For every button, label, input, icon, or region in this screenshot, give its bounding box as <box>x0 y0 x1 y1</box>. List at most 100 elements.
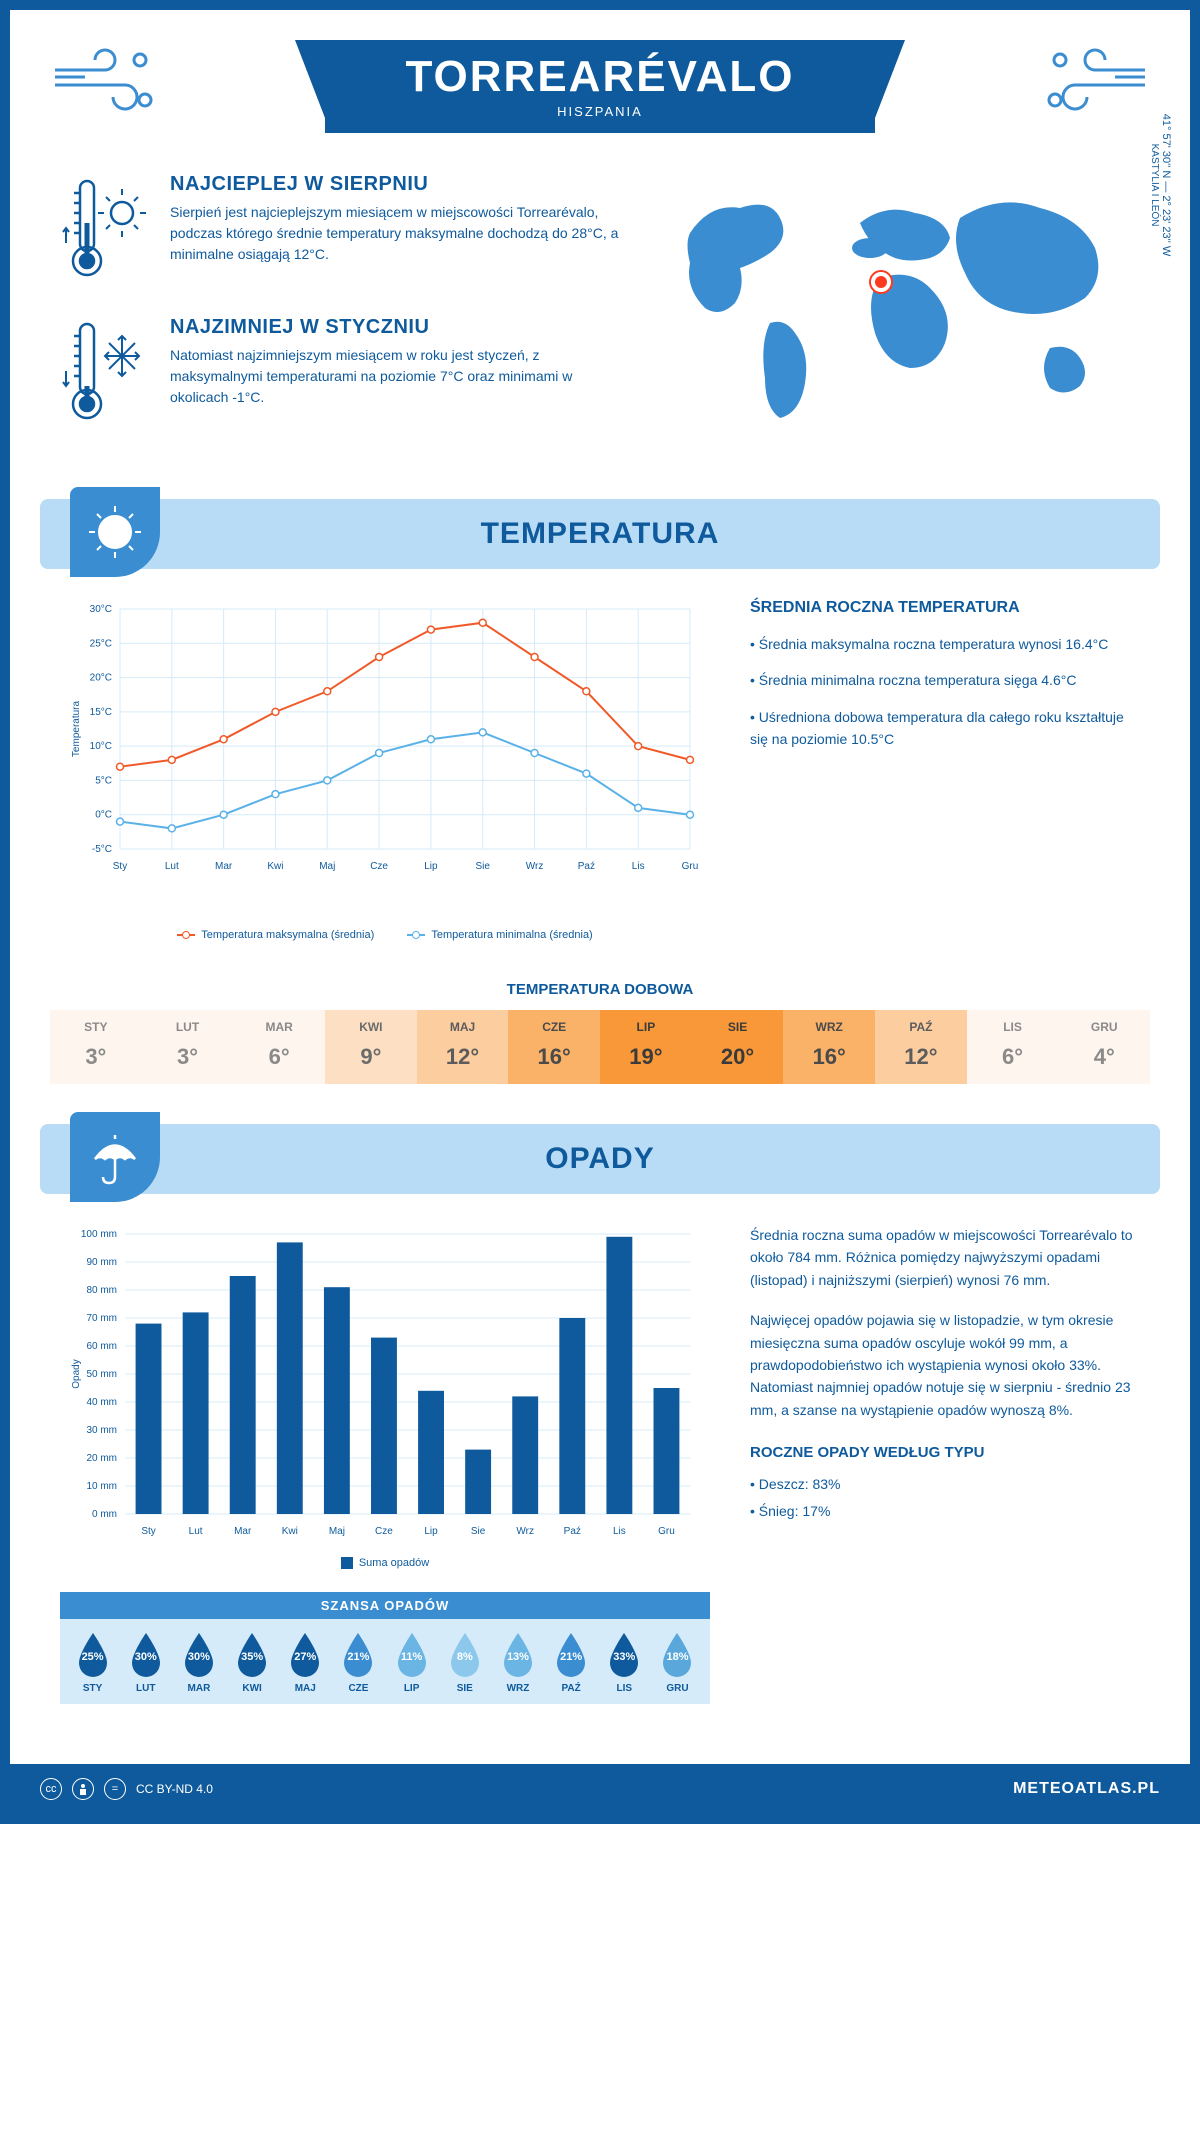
svg-text:Paź: Paź <box>564 1526 581 1537</box>
raindrop-icon: 11% <box>393 1631 431 1679</box>
raindrop-icon: 25% <box>74 1631 112 1679</box>
umbrella-icon <box>70 1112 160 1202</box>
facts-column: NAJCIEPLEJ W SIERPNIU Sierpień jest najc… <box>60 173 620 459</box>
temp-chart-legend: Temperatura maksymalna (średnia) Tempera… <box>60 927 710 941</box>
svg-text:50 mm: 50 mm <box>86 1369 117 1380</box>
chance-cell: 33% LIS <box>598 1631 651 1694</box>
svg-text:Kwi: Kwi <box>267 861 283 872</box>
svg-text:10 mm: 10 mm <box>86 1481 117 1492</box>
svg-text:25°C: 25°C <box>90 638 112 649</box>
site-name: METEOATLAS.PL <box>1013 1780 1160 1798</box>
temperature-section-banner: TEMPERATURA <box>40 499 1160 569</box>
raindrop-icon: 21% <box>552 1631 590 1679</box>
temp-info-bullet: • Uśredniona dobowa temperatura dla całe… <box>750 706 1140 751</box>
raindrop-icon: 30% <box>127 1631 165 1679</box>
raindrop-icon: 8% <box>446 1631 484 1679</box>
raindrop-icon: 33% <box>605 1631 643 1679</box>
svg-text:Lis: Lis <box>613 1526 626 1537</box>
chance-cell: 21% PAŹ <box>545 1631 598 1694</box>
raindrop-icon: 21% <box>339 1631 377 1679</box>
svg-text:Mar: Mar <box>234 1526 252 1537</box>
chance-cell: 13% WRZ <box>491 1631 544 1694</box>
svg-text:60 mm: 60 mm <box>86 1341 117 1352</box>
hot-fact-title: NAJCIEPLEJ W SIERPNIU <box>170 173 620 196</box>
coordinates: 41° 57' 30'' N — 2° 23' 23'' W KASTYLIA … <box>1149 114 1172 256</box>
svg-text:-5°C: -5°C <box>92 844 112 855</box>
chance-cell: 35% KWI <box>226 1631 279 1694</box>
chance-cell: 11% LIP <box>385 1631 438 1694</box>
chance-cell: 30% LUT <box>119 1631 172 1694</box>
hot-fact: NAJCIEPLEJ W SIERPNIU Sierpień jest najc… <box>60 173 620 288</box>
svg-text:Mar: Mar <box>215 861 233 872</box>
precip-chart-legend: Suma opadów <box>60 1557 710 1572</box>
raindrop-icon: 27% <box>286 1631 324 1679</box>
thermometer-hot-icon <box>60 173 150 288</box>
daily-temp-cell: LIS6° <box>967 1010 1059 1084</box>
precipitation-section-banner: OPADY <box>40 1124 1160 1194</box>
precipitation-chart: 0 mm10 mm20 mm30 mm40 mm50 mm60 mm70 mm8… <box>60 1224 710 1704</box>
chance-cell: 8% SIE <box>438 1631 491 1694</box>
chance-of-precip: SZANSA OPADÓW 25% STY 30% LUT 30% MAR 35… <box>60 1592 710 1704</box>
legend-max-label: Temperatura maksymalna (średnia) <box>201 929 374 941</box>
svg-text:Lut: Lut <box>165 861 179 872</box>
precip-type-item: • Śnieg: 17% <box>750 1500 1140 1522</box>
svg-text:Sie: Sie <box>476 861 491 872</box>
cold-fact-title: NAJZIMNIEJ W STYCZNIU <box>170 316 620 339</box>
svg-text:20 mm: 20 mm <box>86 1453 117 1464</box>
svg-text:0°C: 0°C <box>95 810 112 821</box>
precip-p2: Najwięcej opadów pojawia się w listopadz… <box>750 1309 1140 1421</box>
svg-text:Gru: Gru <box>682 861 699 872</box>
country-name: HISZPANIA <box>405 104 794 119</box>
svg-text:Cze: Cze <box>375 1526 393 1537</box>
svg-text:Sty: Sty <box>141 1526 155 1537</box>
svg-text:Lip: Lip <box>424 861 438 872</box>
wind-icon <box>1040 45 1150 129</box>
temp-info-bullet: • Średnia maksymalna roczna temperatura … <box>750 633 1140 655</box>
precip-types-title: ROCZNE OPADY WEDŁUG TYPU <box>750 1441 1140 1465</box>
chance-title: SZANSA OPADÓW <box>60 1592 710 1619</box>
precipitation-title: OPADY <box>40 1142 1160 1176</box>
world-map <box>660 173 1140 433</box>
hot-fact-text: Sierpień jest najcieplejszym miesiącem w… <box>170 202 620 265</box>
svg-text:Wrz: Wrz <box>526 861 544 872</box>
svg-text:30°C: 30°C <box>90 604 112 615</box>
svg-text:15°C: 15°C <box>90 707 112 718</box>
by-icon <box>72 1778 94 1800</box>
raindrop-icon: 30% <box>180 1631 218 1679</box>
svg-text:Maj: Maj <box>329 1526 345 1537</box>
temp-info-title: ŚREDNIA ROCZNA TEMPERATURA <box>750 599 1140 617</box>
daily-temp-cell: STY3° <box>50 1010 142 1084</box>
svg-text:Temperatura: Temperatura <box>71 700 82 757</box>
nd-icon: = <box>104 1778 126 1800</box>
svg-text:80 mm: 80 mm <box>86 1285 117 1296</box>
daily-temp-cell: WRZ16° <box>783 1010 875 1084</box>
region-text: KASTYLIA I LEÓN <box>1149 114 1160 256</box>
svg-text:Paź: Paź <box>578 861 595 872</box>
cold-fact: NAJZIMNIEJ W STYCZNIU Natomiast najzimni… <box>60 316 620 431</box>
header: TORREARÉVALO HISZPANIA <box>10 10 1190 153</box>
raindrop-icon: 13% <box>499 1631 537 1679</box>
chance-cell: 27% MAJ <box>279 1631 332 1694</box>
cold-fact-text: Natomiast najzimniejszym miesiącem w rok… <box>170 345 620 408</box>
svg-text:Wrz: Wrz <box>516 1526 534 1537</box>
raindrop-icon: 18% <box>658 1631 696 1679</box>
footer: cc = CC BY-ND 4.0 METEOATLAS.PL <box>10 1764 1190 1814</box>
legend-min-label: Temperatura minimalna (średnia) <box>431 929 592 941</box>
chance-cell: 25% STY <box>66 1631 119 1694</box>
svg-text:70 mm: 70 mm <box>86 1313 117 1324</box>
daily-temp-cell: SIE20° <box>692 1010 784 1084</box>
daily-temp-cell: KWI9° <box>325 1010 417 1084</box>
precipitation-info: Średnia roczna suma opadów w miejscowośc… <box>750 1224 1140 1704</box>
chance-cell: 21% CZE <box>332 1631 385 1694</box>
location-marker <box>871 272 891 292</box>
city-name: TORREARÉVALO <box>405 52 794 102</box>
chance-cell: 30% MAR <box>172 1631 225 1694</box>
svg-text:40 mm: 40 mm <box>86 1397 117 1408</box>
cc-icon: cc <box>40 1778 62 1800</box>
daily-temp-table: STY3°LUT3°MAR6°KWI9°MAJ12°CZE16°LIP19°SI… <box>50 1010 1150 1084</box>
daily-temp-cell: LUT3° <box>142 1010 234 1084</box>
svg-text:Cze: Cze <box>370 861 388 872</box>
chance-cell: 18% GRU <box>651 1631 704 1694</box>
wind-icon <box>50 45 160 129</box>
raindrop-icon: 35% <box>233 1631 271 1679</box>
